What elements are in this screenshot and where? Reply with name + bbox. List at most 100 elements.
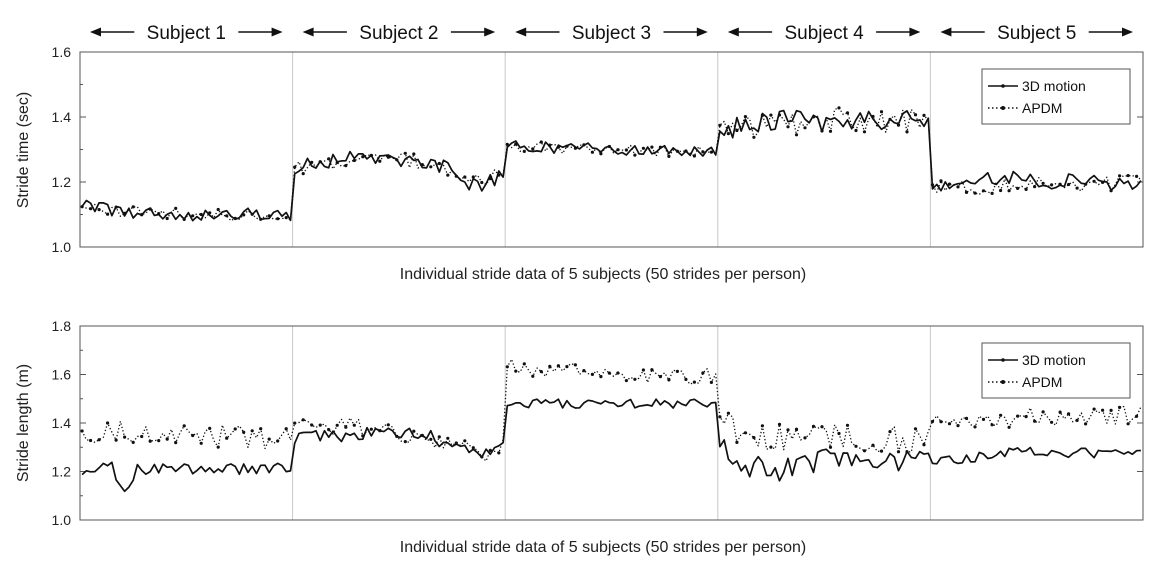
- data-point: [276, 439, 280, 443]
- data-point: [939, 420, 943, 424]
- right-arrow-icon: [484, 27, 496, 37]
- legend-box: [981, 342, 1131, 399]
- data-point: [131, 440, 135, 444]
- data-point: [174, 206, 178, 210]
- data-point: [369, 153, 373, 157]
- data-point: [760, 424, 765, 428]
- data-point: [1041, 410, 1045, 414]
- data-point: [454, 174, 458, 178]
- data-point: [106, 421, 110, 425]
- data-point: [174, 441, 178, 445]
- data-point: [403, 440, 407, 444]
- data-point: [97, 438, 101, 442]
- y-tick-label: 1.0: [52, 239, 72, 255]
- data-point: [505, 142, 509, 146]
- data-point: [293, 165, 297, 169]
- data-point: [556, 145, 561, 149]
- data-point: [446, 173, 450, 177]
- data-point: [692, 154, 697, 158]
- y-axis: 1.0 1.2 1.4 1.6 1.8: [52, 318, 1143, 528]
- data-point: [743, 431, 748, 435]
- data-point: [1126, 422, 1130, 426]
- data-point: [208, 426, 212, 430]
- data-point: [964, 190, 969, 194]
- data-point: [80, 429, 84, 433]
- data-point: [879, 110, 884, 114]
- data-point: [1101, 408, 1105, 412]
- stride-time-chart: 1.0 1.2 1.4 1.6 Stride time (sec) Individua…: [15, 44, 1144, 283]
- data-point: [182, 424, 186, 428]
- y-tick-label: 1.6: [52, 367, 72, 383]
- legend-3d-motion-marker: [1001, 84, 1005, 88]
- data-point: [267, 214, 271, 218]
- data-point: [794, 427, 799, 431]
- data-point: [1118, 174, 1122, 178]
- data-point: [845, 423, 850, 427]
- data-point: [820, 129, 824, 133]
- data-point: [990, 423, 994, 427]
- data-point: [684, 149, 688, 153]
- data-point: [1024, 415, 1028, 419]
- data-point: [293, 421, 297, 425]
- data-point: [1101, 180, 1105, 184]
- data-point: [726, 411, 731, 415]
- right-arrow-icon: [271, 27, 283, 37]
- data-point: [531, 374, 535, 378]
- data-point: [1067, 182, 1071, 187]
- data-point: [514, 142, 518, 146]
- data-point: [956, 424, 960, 428]
- data-point: [675, 149, 680, 153]
- data-point: [1075, 186, 1079, 190]
- data-point: [97, 208, 101, 212]
- data-point: [930, 419, 935, 424]
- data-point: [973, 191, 977, 195]
- legend-3d-motion-marker: [1001, 358, 1005, 362]
- data-point: [89, 207, 93, 211]
- data-point: [386, 155, 390, 159]
- data-point: [318, 160, 322, 164]
- subject-label: Subject 4: [784, 23, 864, 44]
- data-point: [1058, 182, 1062, 186]
- series-group: [80, 358, 1142, 493]
- stride-length-chart: 1.0 1.2 1.4 1.6 1.8 Stride length (m) Indivi…: [15, 318, 1144, 556]
- data-point: [837, 106, 841, 110]
- data-point: [131, 205, 135, 209]
- data-point: [752, 135, 756, 139]
- data-point: [1075, 418, 1079, 422]
- data-point: [896, 450, 901, 454]
- data-point: [633, 377, 637, 381]
- data-point: [497, 451, 501, 455]
- data-point: [191, 433, 195, 438]
- data-point: [420, 433, 424, 437]
- data-point: [497, 173, 501, 177]
- y-tick-label: 1.6: [52, 44, 72, 60]
- plot-frame: [79, 325, 1144, 521]
- data-point: [310, 160, 314, 164]
- data-point: [726, 132, 731, 136]
- data-point: [616, 148, 620, 152]
- data-point: [590, 372, 595, 376]
- data-point: [573, 363, 578, 367]
- data-point: [1007, 189, 1011, 193]
- data-point: [412, 429, 416, 433]
- data-point: [250, 429, 254, 433]
- legend-3d-motion-label: 3D motion: [1022, 78, 1086, 94]
- data-point: [999, 413, 1003, 417]
- data-point: [395, 434, 399, 438]
- data-point: [786, 428, 790, 432]
- data-point: [157, 212, 161, 216]
- data-point: [318, 423, 322, 427]
- data-point: [1135, 414, 1139, 418]
- data-point: [590, 150, 595, 154]
- data-point: [216, 207, 220, 212]
- plot-frame: [79, 51, 1144, 248]
- x-axis-label: Individual stride data of 5 subjects (50…: [400, 266, 806, 283]
- data-point: [242, 430, 246, 434]
- data-point: [514, 369, 518, 373]
- data-point: [182, 217, 186, 221]
- data-point: [539, 370, 543, 374]
- data-point: [480, 455, 484, 459]
- data-point: [369, 427, 373, 431]
- data-point: [539, 140, 543, 144]
- data-point: [675, 369, 680, 373]
